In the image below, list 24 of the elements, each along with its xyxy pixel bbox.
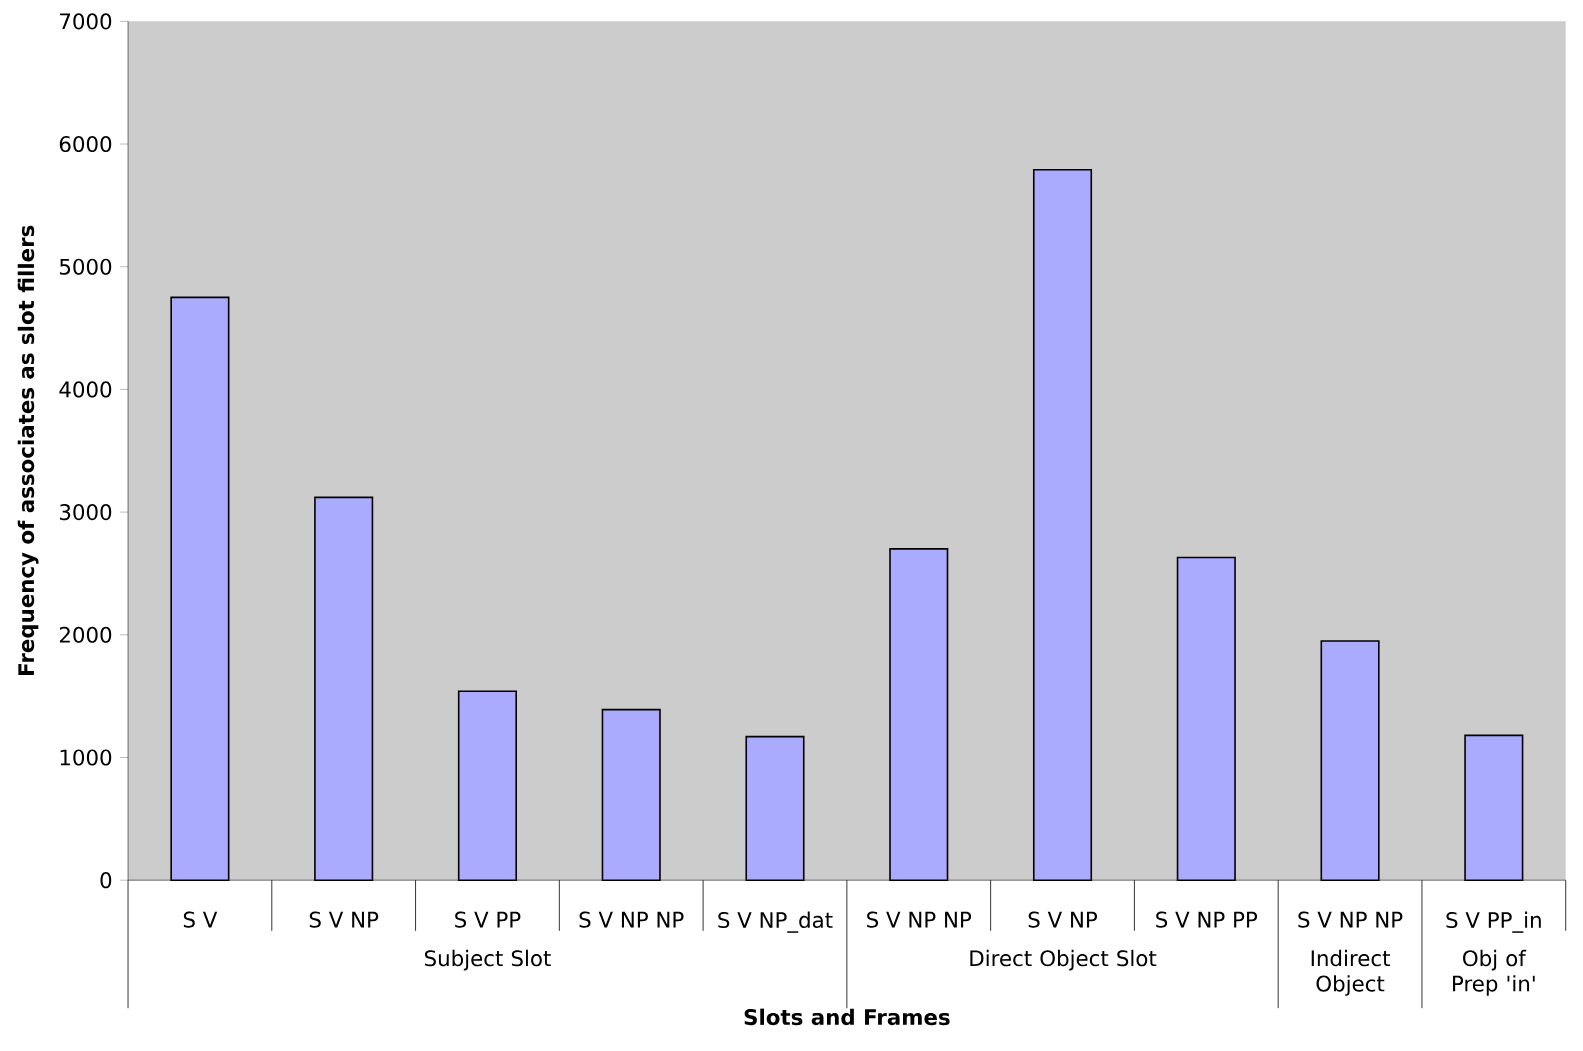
x-tick-label: S V NP_dat <box>718 911 833 933</box>
x-tick-label: S V <box>183 911 218 928</box>
y-tick-label: 0 <box>100 872 112 889</box>
x-tick-label: S V NP <box>1028 911 1098 928</box>
y-axis-title: Frequency of associates as slot fillers <box>17 225 39 675</box>
y-tick-label: 4000 <box>59 381 112 398</box>
text: Subject Slot <box>424 949 551 971</box>
y-tick-label: 6000 <box>59 136 112 153</box>
x-tick-label: S V NP NP <box>867 911 972 928</box>
text: Indirect Object <box>1311 949 1390 996</box>
x-tick-label: S V NP PP <box>1156 911 1258 928</box>
y-tick-label: 5000 <box>60 258 112 275</box>
text: Direct Object Slot <box>970 949 1157 971</box>
x-tick-label: S V PP_in <box>1446 911 1541 933</box>
y-tick-label: 2000 <box>59 626 112 643</box>
x-tick-label: S V NP NP <box>1298 911 1403 928</box>
x-tick-label: S V NP NP <box>579 911 684 928</box>
y-tick-label: 7000 <box>60 13 112 30</box>
text: Obj of Prep 'in' <box>1453 949 1535 996</box>
x-tick-label: S V PP <box>455 911 521 928</box>
x-tick-label: S V NP <box>309 911 379 928</box>
y-tick-label: 1000 <box>60 749 112 766</box>
y-tick-label: 3000 <box>59 504 112 521</box>
x-axis-title: Slots and Frames <box>744 1008 950 1026</box>
